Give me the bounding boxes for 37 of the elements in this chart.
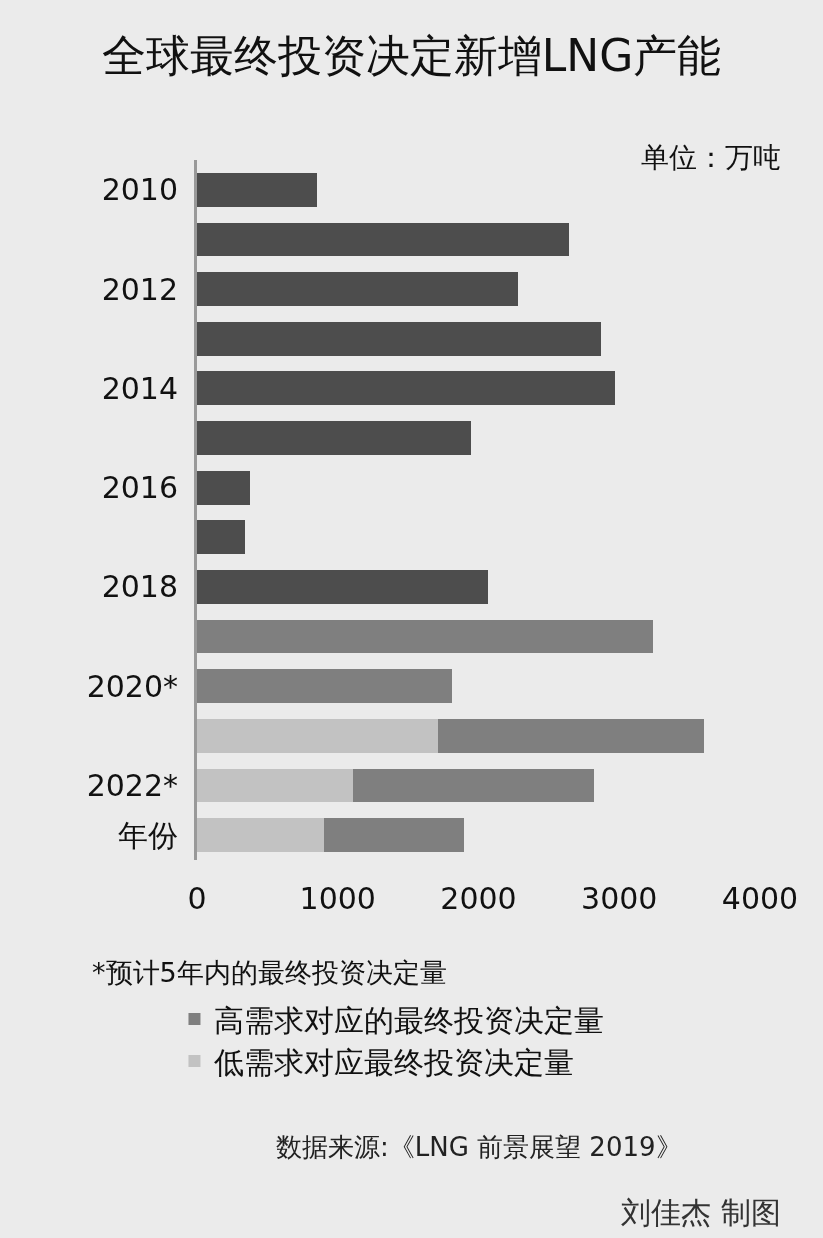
x-tick-label: 4000 [721, 881, 799, 916]
bar [197, 818, 324, 853]
legend-label: 高需求对应的最终投资决定量 [214, 1002, 605, 1038]
bar [353, 768, 594, 803]
y-tick-label: 2018 [101, 569, 178, 605]
annotation: 单位：万吨 [641, 141, 781, 174]
y-tick-label: 2010 [101, 172, 178, 208]
bar [323, 818, 465, 853]
bar [197, 371, 616, 406]
x-tick-label: 0 [187, 881, 207, 916]
y-tick-label: 2012 [101, 271, 178, 307]
bar [197, 421, 472, 455]
source-note: 数据来源:《LNG 前景展望 2019》 [276, 1132, 682, 1162]
bar [197, 272, 518, 306]
x-tick-label: 1000 [299, 881, 376, 916]
bar [197, 470, 251, 505]
text: *预计5年内的最终投资决定量 [92, 957, 447, 988]
bar [197, 669, 452, 704]
x-tick-label: 3000 [581, 881, 658, 916]
y-tick-label: 年份 [118, 817, 178, 853]
legend-label: 低需求对应最终投资决定量 [214, 1044, 575, 1080]
bar [197, 570, 489, 604]
bar [197, 520, 245, 555]
bar [197, 222, 569, 257]
y-tick-label: 2016 [101, 470, 178, 506]
y-tick-label: 2020* [86, 668, 178, 704]
y-tick-label: 2014 [101, 370, 178, 406]
bar [197, 619, 654, 654]
bar [197, 719, 438, 753]
bar [197, 172, 317, 207]
x-tick-label: 2000 [440, 881, 517, 916]
text: 刘佳杰 制图 [621, 1195, 781, 1230]
bar [437, 719, 704, 753]
bar [197, 321, 601, 356]
y-tick-label: 2022* [86, 768, 178, 804]
bar [197, 768, 354, 803]
chart-title: 全球最终投资决定新增LNG产能 [101, 29, 722, 81]
